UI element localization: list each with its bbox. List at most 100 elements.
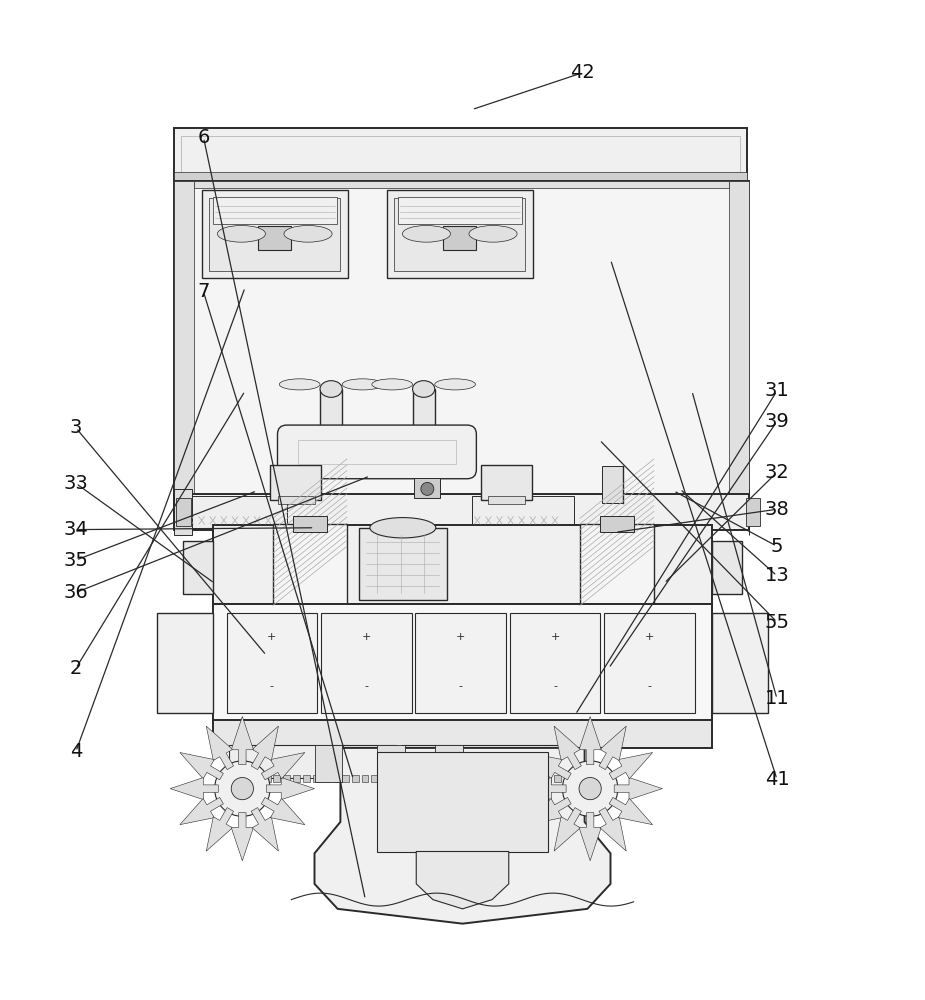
Bar	[174, 128, 747, 181]
Bar	[488, 496, 525, 504]
Bar	[417, 775, 424, 782]
FancyArrow shape	[554, 808, 581, 851]
FancyArrow shape	[206, 726, 233, 770]
FancyArrow shape	[527, 753, 571, 780]
Text: -: -	[364, 681, 368, 691]
Text: +: +	[362, 632, 371, 642]
FancyArrow shape	[579, 716, 601, 765]
Bar	[580, 524, 654, 605]
Bar	[545, 775, 551, 782]
Bar	[414, 478, 440, 498]
Bar	[377, 752, 548, 851]
Bar	[332, 775, 339, 782]
Ellipse shape	[469, 226, 517, 242]
Text: 35: 35	[64, 551, 88, 570]
Bar	[475, 775, 483, 782]
Bar	[746, 498, 760, 526]
Bar	[323, 775, 329, 782]
FancyArrow shape	[266, 778, 314, 800]
Bar	[181, 136, 740, 173]
FancyArrow shape	[262, 797, 305, 825]
Bar	[302, 775, 310, 782]
Bar	[293, 775, 300, 782]
FancyArrow shape	[554, 726, 581, 770]
Bar	[213, 604, 712, 722]
Ellipse shape	[435, 379, 475, 390]
Bar	[415, 613, 506, 713]
Bar	[253, 775, 261, 782]
Bar	[602, 466, 623, 503]
Text: +: +	[267, 632, 277, 642]
FancyArrow shape	[614, 778, 662, 800]
Text: 13: 13	[765, 566, 789, 585]
Bar	[447, 775, 453, 782]
FancyBboxPatch shape	[278, 425, 476, 479]
Polygon shape	[314, 748, 610, 924]
FancyArrow shape	[599, 726, 626, 770]
Bar	[510, 613, 600, 713]
Ellipse shape	[342, 379, 383, 390]
Bar	[213, 197, 337, 224]
Bar	[486, 775, 492, 782]
Bar	[604, 613, 695, 713]
Bar	[362, 775, 368, 782]
Circle shape	[579, 778, 601, 800]
Bar	[407, 775, 414, 782]
FancyArrow shape	[252, 726, 278, 770]
Bar	[535, 775, 541, 782]
Bar	[174, 494, 749, 530]
Bar	[278, 496, 315, 504]
Bar	[227, 613, 317, 713]
FancyArrow shape	[579, 813, 601, 861]
Bar	[372, 775, 378, 782]
Bar	[283, 775, 290, 782]
FancyArrow shape	[527, 797, 571, 825]
Bar	[174, 172, 747, 181]
Ellipse shape	[370, 518, 436, 538]
Text: 39: 39	[765, 412, 789, 431]
Bar	[258, 226, 291, 250]
Bar	[174, 489, 192, 535]
Bar	[729, 181, 749, 518]
Ellipse shape	[413, 381, 435, 397]
Circle shape	[562, 761, 618, 816]
FancyArrow shape	[252, 808, 278, 851]
Bar	[157, 613, 213, 713]
Bar	[174, 181, 749, 518]
Text: 5: 5	[771, 537, 783, 556]
FancyArrow shape	[179, 753, 223, 780]
Ellipse shape	[217, 226, 265, 242]
Text: 2: 2	[69, 659, 82, 678]
Text: 3: 3	[69, 418, 82, 437]
Text: 4: 4	[69, 742, 82, 761]
FancyArrow shape	[170, 778, 218, 800]
Bar	[398, 197, 522, 224]
Text: 42: 42	[571, 63, 595, 82]
Bar	[313, 775, 319, 782]
Text: 31: 31	[765, 381, 789, 400]
Bar	[213, 525, 712, 604]
Bar	[437, 775, 443, 782]
Text: +: +	[456, 632, 465, 642]
Bar	[174, 181, 194, 518]
Bar	[712, 541, 742, 594]
FancyArrow shape	[231, 716, 253, 765]
Text: 34: 34	[64, 520, 88, 539]
Ellipse shape	[284, 226, 332, 242]
Bar	[298, 440, 456, 464]
Text: 38: 38	[765, 500, 789, 519]
Bar	[515, 775, 522, 782]
Text: 36: 36	[64, 583, 88, 602]
Bar	[352, 775, 359, 782]
Bar	[244, 775, 251, 782]
Bar	[202, 190, 348, 278]
FancyArrow shape	[610, 797, 653, 825]
Bar	[176, 498, 191, 526]
Bar	[321, 613, 412, 713]
Bar	[712, 613, 768, 713]
Bar	[381, 775, 388, 782]
Bar	[466, 775, 473, 782]
Bar	[185, 496, 287, 528]
Ellipse shape	[402, 226, 450, 242]
Bar	[443, 226, 476, 250]
